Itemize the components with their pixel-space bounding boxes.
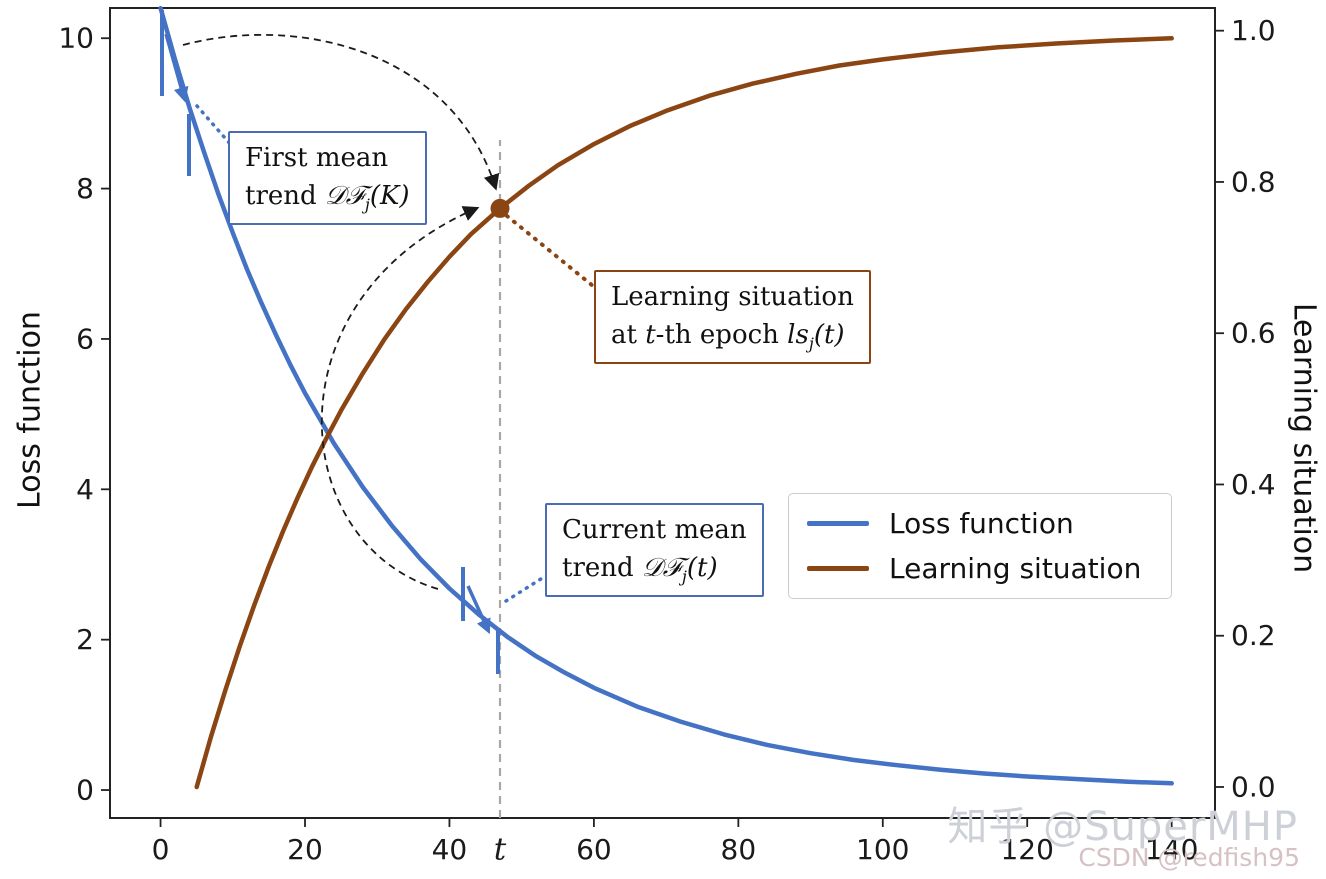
y-right-tick-label: 0.4: [1231, 468, 1276, 501]
leader-dotted-line: [195, 104, 234, 148]
plot-border: [109, 7, 1216, 819]
legend-item: Learning situation: [807, 552, 1153, 585]
right-axis-label: Learning situation: [1286, 302, 1322, 574]
legend-label: Learning situation: [889, 552, 1142, 586]
t-tick-label: t: [494, 831, 507, 867]
x-tick-label: 100: [856, 833, 909, 866]
y-right-tick-label: 0.2: [1231, 619, 1276, 652]
left-axis-label: Loss function: [12, 311, 48, 509]
y-left-tick-label: 6: [76, 322, 94, 355]
y-left-tick-label: 2: [76, 623, 94, 656]
y-left-tick-label: 4: [76, 473, 94, 506]
legend-item: Loss function: [807, 507, 1153, 540]
point-leader-dotted-line: [505, 214, 595, 288]
watermark-zhihu: 知乎 @SuperMHP: [947, 804, 1298, 850]
annotation-first-mean-trend: First mean trend 𝒟ℱj(K): [228, 131, 427, 226]
legend-swatch-learning: [807, 566, 869, 572]
trend-arrow: [164, 33, 189, 103]
annotation-line: trend 𝒟ℱj(t): [562, 552, 718, 586]
annotation-line: at t-th epoch lsj(t): [611, 319, 845, 353]
learning-curve: [194, 36, 1174, 790]
y-left-tick-label: 0: [76, 774, 94, 807]
x-tick-label: 140: [1145, 833, 1198, 866]
x-tick-label: 120: [1000, 833, 1053, 866]
legend-swatch-loss: [807, 520, 869, 526]
y-left-tick-label: 10: [58, 22, 94, 55]
current-trend-marker: [461, 567, 546, 674]
annotation-arrow-first-mean: [182, 34, 500, 191]
trend-arrow: [466, 585, 491, 635]
x-tick-label: 60: [576, 833, 612, 866]
marked-point: [490, 198, 510, 218]
annotation-line: Learning situation: [611, 282, 854, 312]
y-right-tick-label: 0.0: [1231, 770, 1276, 803]
watermark-csdn: CSDN @redfish95: [1078, 843, 1300, 872]
annotation-line: First mean: [245, 143, 389, 173]
annotation-current-mean-trend: Current mean trend 𝒟ℱj(t): [545, 503, 764, 598]
loss-curve: [158, 5, 1174, 786]
x-tick-label: 0: [152, 833, 170, 866]
first-trend-marker: [160, 10, 234, 176]
x-tick-label: 40: [432, 833, 468, 866]
x-tick-label: 80: [721, 833, 757, 866]
legend-label: Loss function: [889, 506, 1074, 540]
leader-dotted-line: [504, 575, 546, 603]
y-right-tick-label: 0.8: [1231, 165, 1276, 198]
axis-ticks: 0 20 40 60 80 100 120 140 t 0 2 4 6 8 10 0.0 0.2 0.4 0.6 0.…: [58, 14, 1275, 867]
y-left-tick-label: 8: [76, 172, 94, 205]
annotation-line: Current mean: [562, 515, 747, 545]
annotation-line: trend 𝒟ℱj(K): [245, 180, 410, 214]
annotation-arrow-current-mean: [320, 206, 480, 590]
annotation-learning-situation: Learning situation at t-th epoch lsj(t): [594, 270, 871, 365]
y-right-tick-label: 1.0: [1231, 14, 1276, 47]
y-right-tick-label: 0.6: [1231, 317, 1276, 350]
legend: Loss function Learning situation: [788, 493, 1172, 599]
x-tick-label: 20: [287, 833, 323, 866]
